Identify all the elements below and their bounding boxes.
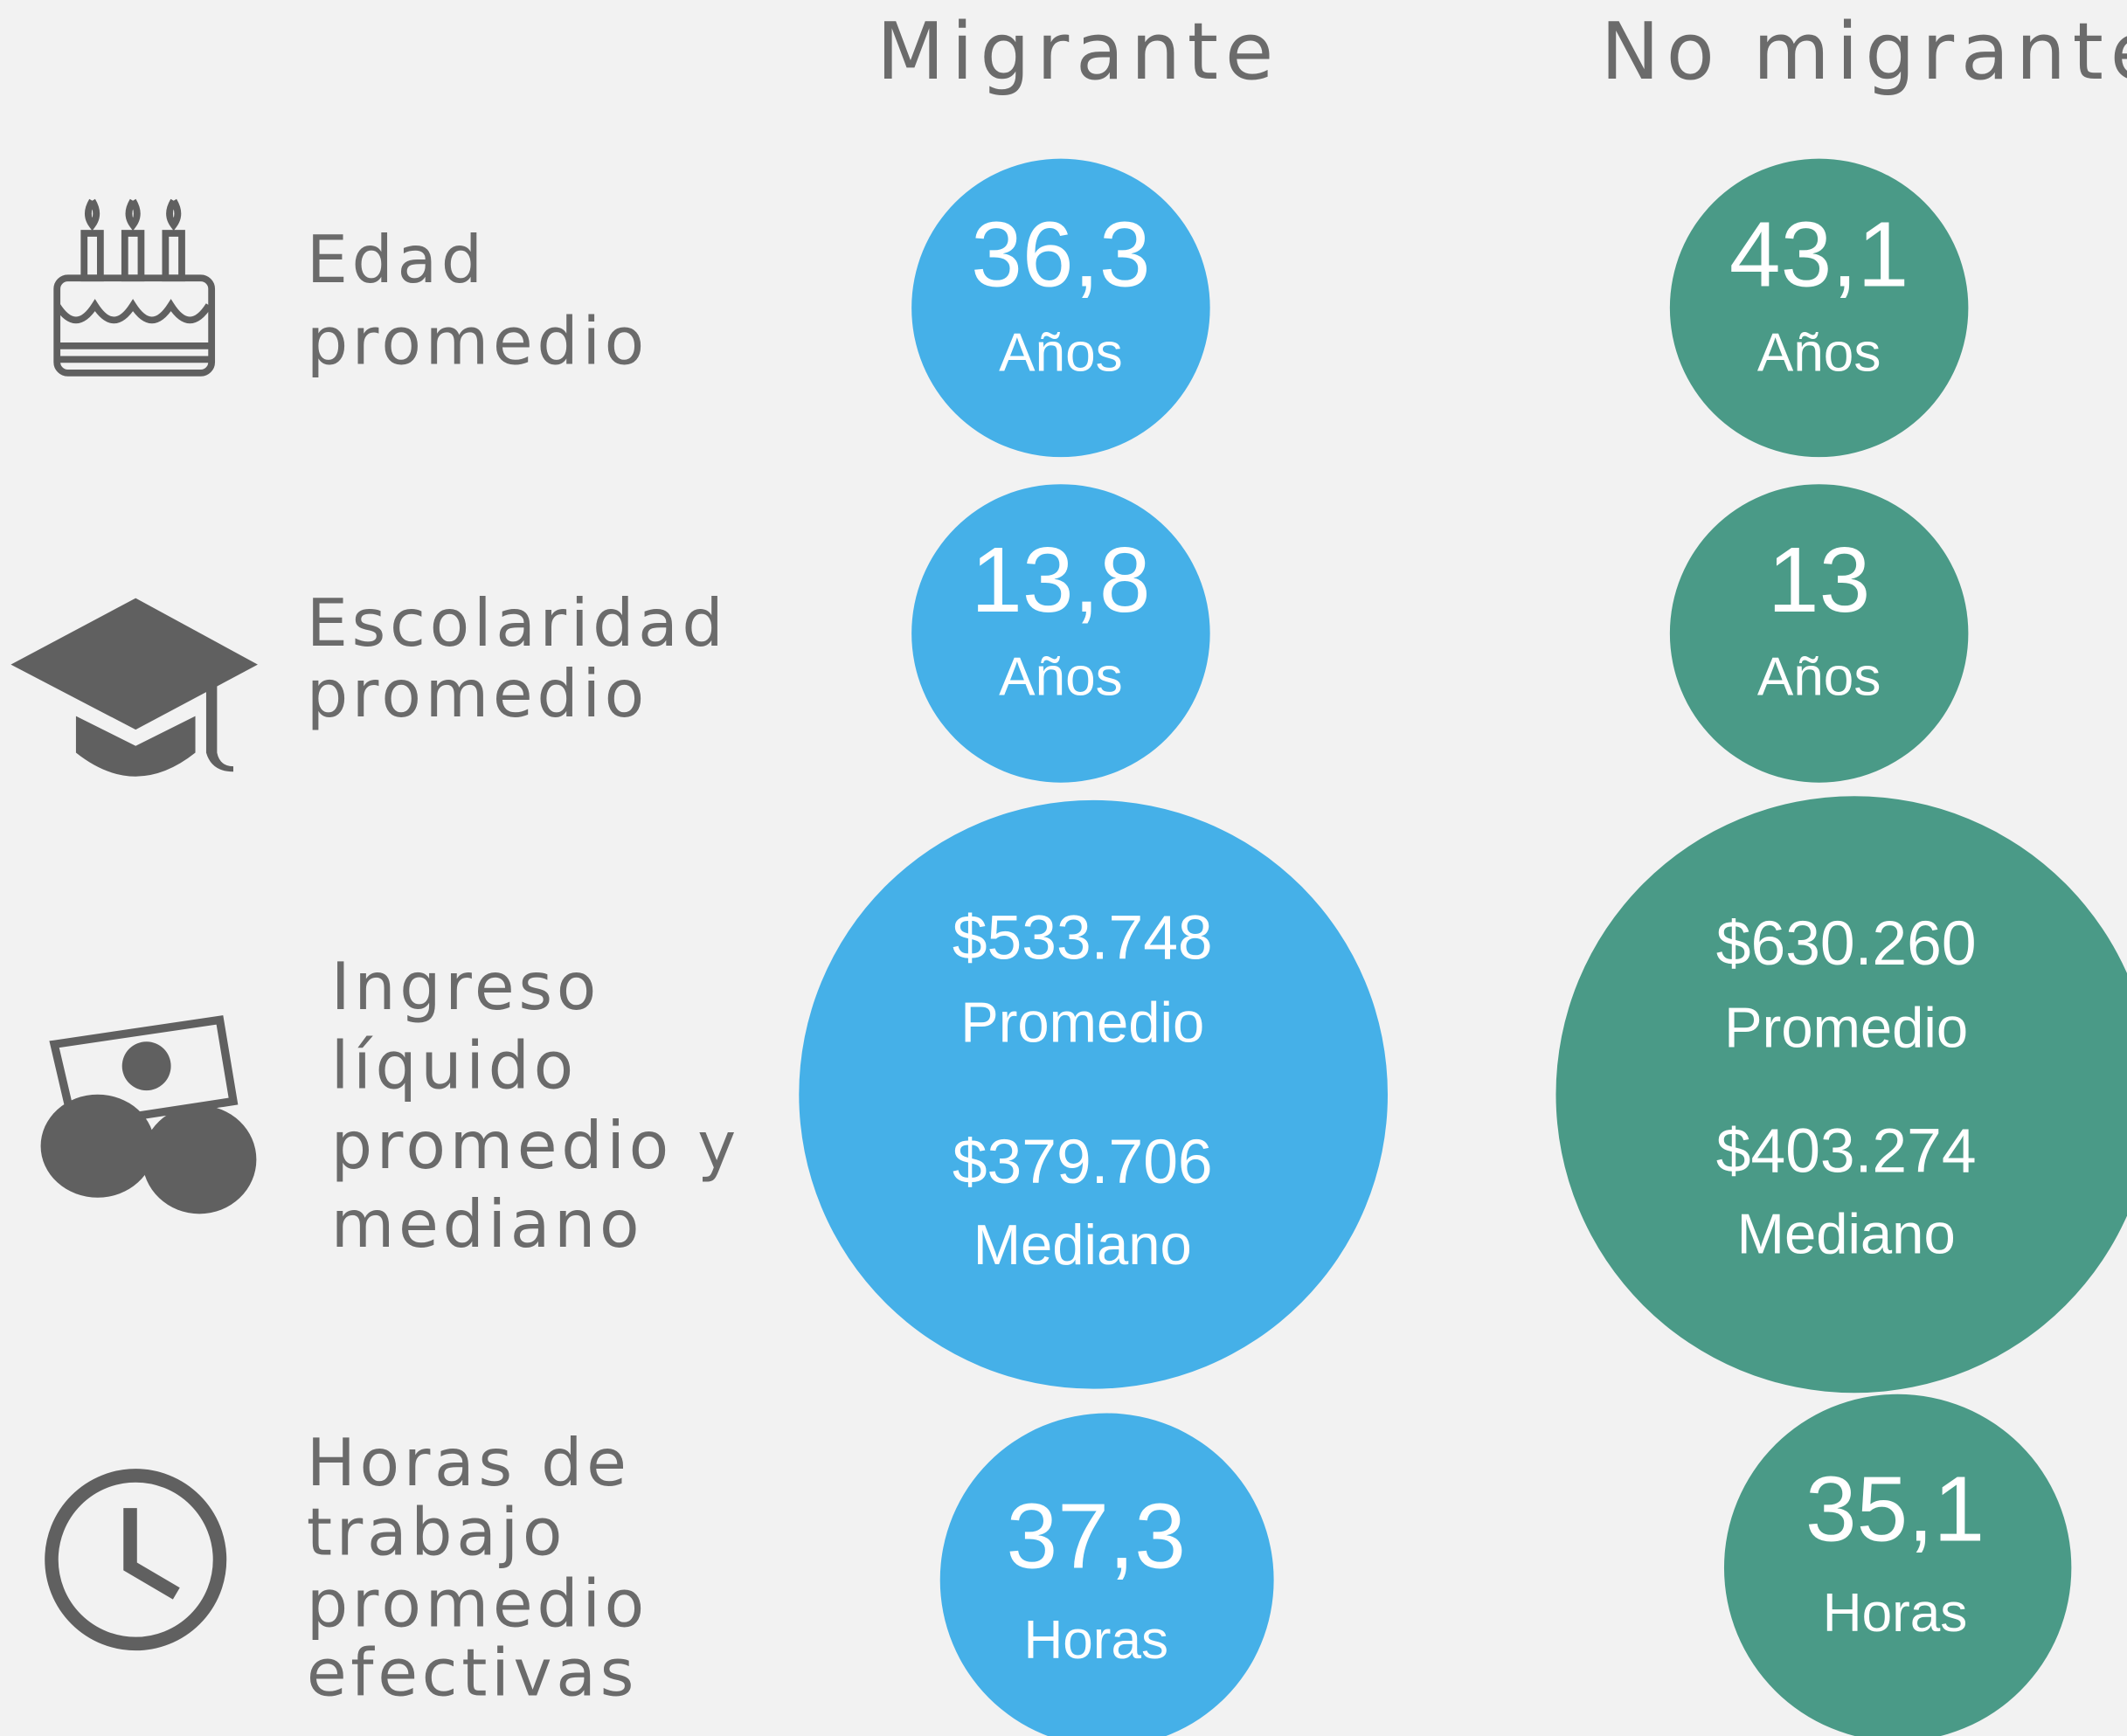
no-migrante-value: Años [1757, 323, 1881, 384]
no-migrante-value: Promedio [1724, 996, 1968, 1060]
row-label: Edad [307, 222, 487, 298]
cap-icon [10, 598, 258, 777]
migrante-circle [911, 158, 1210, 458]
no-migrante-value: 13 [1768, 529, 1870, 632]
row-label: promedio [307, 303, 648, 379]
cake-icon [53, 198, 216, 377]
column-header: No migrante [1601, 6, 2127, 98]
row-label: trabajo [307, 1494, 566, 1570]
migrante-circle [799, 799, 1388, 1389]
no-migrante-circle [1669, 158, 1969, 458]
no-migrante-value: $403.274 [1716, 1116, 1977, 1186]
row-label: promedio [307, 656, 648, 732]
row-label: mediano [331, 1186, 643, 1262]
migrante-value: 37,3 [1007, 1484, 1186, 1587]
migrante-value: Mediano [973, 1213, 1192, 1276]
migrante-value: Promedio [960, 990, 1204, 1054]
migrante-value: Horas [1023, 1610, 1168, 1670]
migrante-value: Años [999, 647, 1122, 708]
row-label: Horas de [307, 1425, 631, 1501]
clock-icon [45, 1469, 227, 1651]
no-migrante-circle [1555, 796, 2127, 1394]
row-label: efectivas [307, 1636, 638, 1712]
no-migrante-value: $630.260 [1716, 909, 1977, 979]
no-migrante-circle [1724, 1394, 2072, 1736]
migrante-value: 13,8 [971, 529, 1150, 632]
migrante-circle [939, 1413, 1274, 1736]
row-label: promedio y [331, 1108, 740, 1184]
migrante-circle [911, 484, 1210, 783]
money-icon [40, 1015, 257, 1214]
row-label: Ingreso [331, 949, 600, 1025]
row-label: promedio [307, 1567, 648, 1643]
row-label: líquido [331, 1027, 578, 1103]
no-migrante-value: 43,1 [1729, 203, 1909, 306]
migrante-value: $533.748 [953, 903, 1213, 973]
row-label: Escolaridad [307, 585, 728, 661]
migrante-value: Años [999, 323, 1122, 384]
no-migrante-circle [1669, 484, 1969, 783]
no-migrante-value: Mediano [1737, 1201, 1956, 1265]
no-migrante-value: Años [1757, 647, 1881, 708]
no-migrante-value: 35,1 [1805, 1457, 1985, 1560]
migrante-value: $379.706 [953, 1127, 1213, 1197]
column-header: Migrante [876, 6, 1280, 98]
migrante-value: 36,3 [971, 203, 1150, 306]
no-migrante-value: Horas [1823, 1583, 1968, 1643]
